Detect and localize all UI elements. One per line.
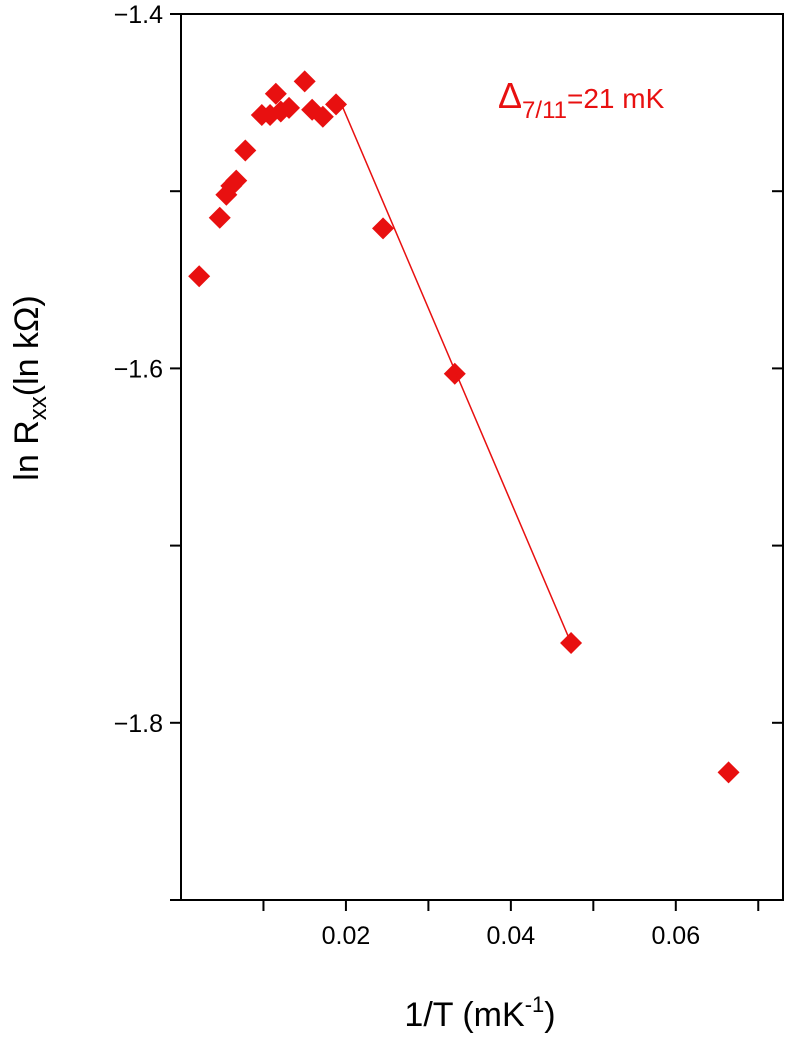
x-tick-label: 0.06	[651, 922, 700, 950]
data-point	[293, 70, 316, 93]
data-point	[717, 761, 740, 784]
data-point	[234, 139, 257, 162]
data-point	[225, 169, 248, 192]
y-axis-label: ln Rxx(ln kΩ)	[8, 295, 52, 480]
plot-frame	[180, 13, 784, 901]
y-tick-label: −1.6	[114, 355, 163, 383]
data-point	[188, 265, 211, 288]
y-tick-label: −1.8	[114, 710, 163, 738]
data-point	[208, 206, 231, 229]
data-point	[443, 362, 466, 385]
x-tick-label: 0.02	[322, 922, 371, 950]
fit-line	[341, 106, 572, 644]
x-axis-label: 1/T (mK-1)	[404, 992, 555, 1034]
data-point	[278, 96, 301, 119]
data-point	[325, 93, 348, 116]
x-tick-label: 0.04	[487, 922, 536, 950]
data-point	[311, 105, 334, 128]
data-point	[372, 217, 395, 240]
y-tick-label: −1.4	[114, 1, 163, 29]
annotation: Δ7/11=21 mK	[498, 75, 665, 124]
data-point	[264, 82, 287, 105]
